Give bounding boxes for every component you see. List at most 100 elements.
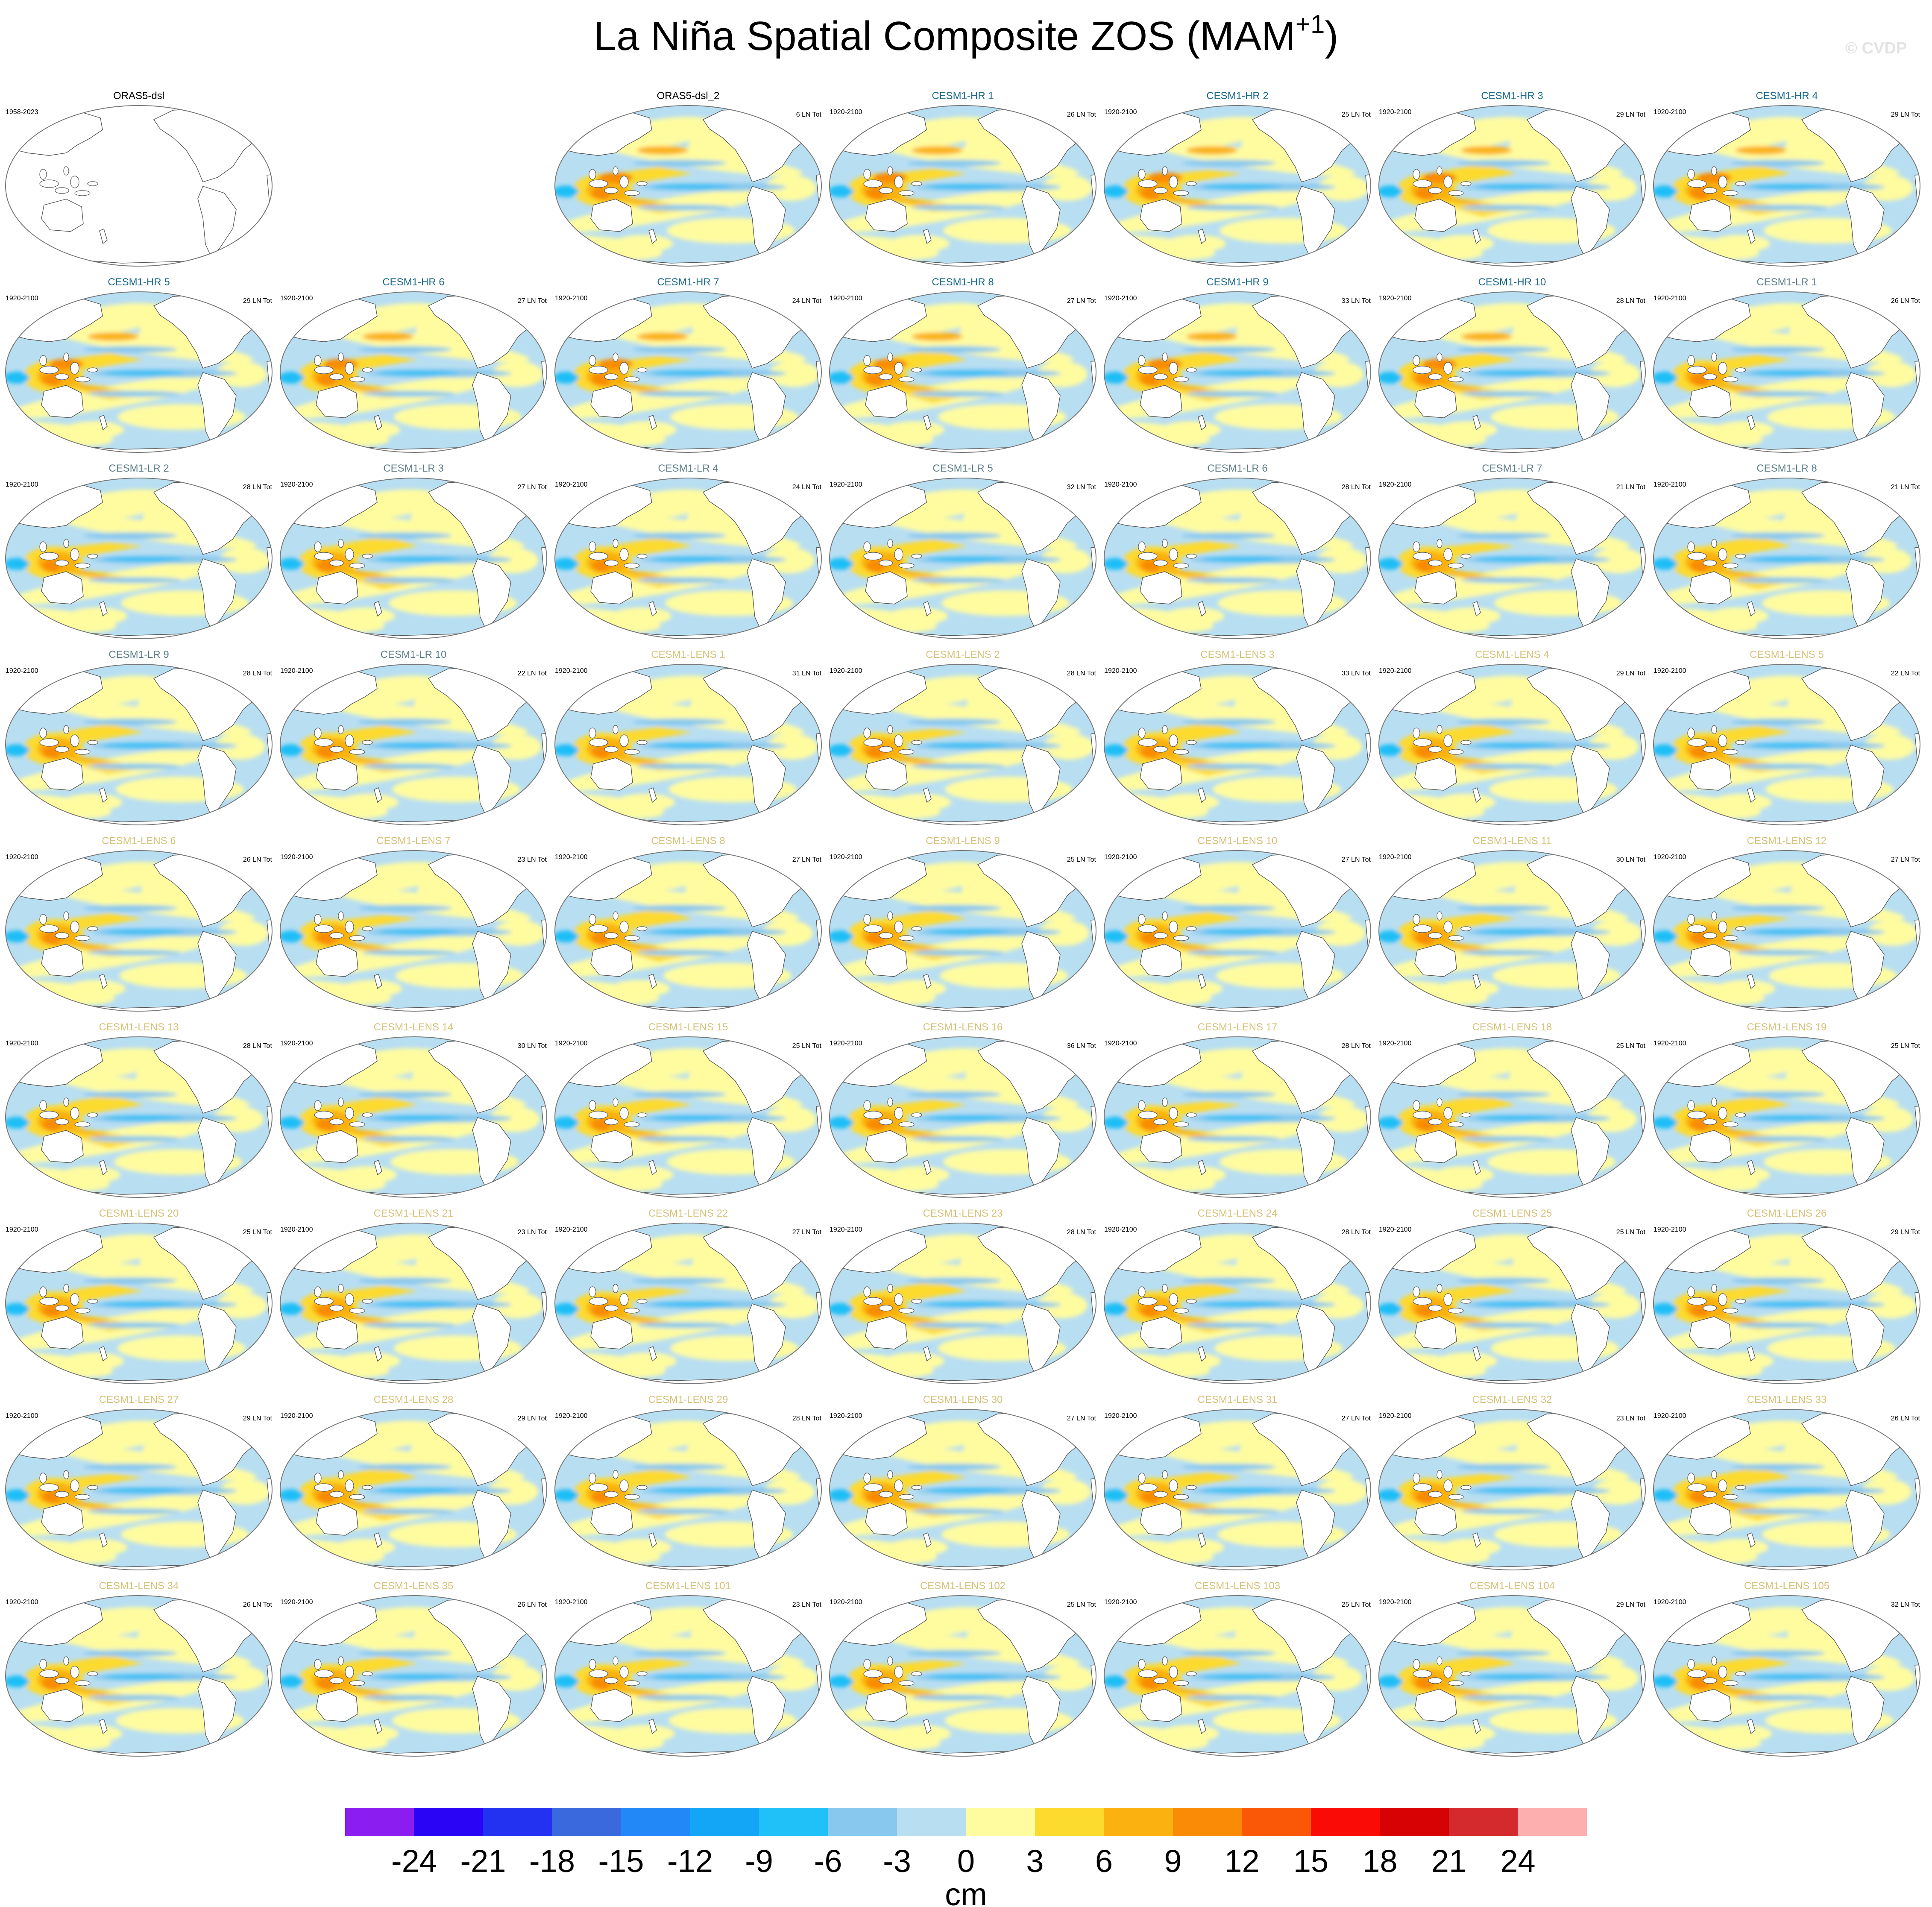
panel-period: 1920-2100	[1379, 854, 1412, 861]
panel-title: CESM1-LR 10	[381, 649, 447, 660]
panel-event-count: 26 LN Tot	[1891, 297, 1920, 305]
panel-title: CESM1-LENS 14	[374, 1021, 454, 1033]
map-panel: CESM1-LENS 102 1920-2100 25 LN Tot	[829, 1580, 1096, 1757]
panel-event-count: 28 LN Tot	[243, 1042, 273, 1050]
panel-title: CESM1-LENS 22	[648, 1208, 728, 1219]
colorbar-tick-label: -3	[883, 1843, 911, 1879]
panel-title: CESM1-HR 4	[1756, 90, 1818, 102]
map-panel: CESM1-HR 1 1920-2100 26 LN Tot	[829, 90, 1096, 267]
panel-title: CESM1-HR 8	[932, 276, 994, 288]
panel-title: CESM1-LENS 30	[923, 1394, 1003, 1405]
panel-period: 1920-2100	[1379, 1412, 1412, 1420]
panel-event-count: 26 LN Tot	[243, 1601, 273, 1608]
panel-event-count: 22 LN Tot	[1891, 670, 1920, 677]
panel-title: CESM1-LENS 5	[1750, 649, 1824, 660]
map-panel: CESM1-LENS 34 1920-2100 26 LN Tot	[5, 1580, 273, 1757]
panel-title: ORAS5-dsl_2	[657, 90, 720, 102]
panel-title: CESM1-HR 5	[108, 276, 170, 288]
panel-title: CESM1-LENS 32	[1472, 1394, 1552, 1405]
map-panel: CESM1-LR 4 1920-2100 24 LN Tot	[554, 463, 822, 639]
colorbar-tick-label: 12	[1224, 1843, 1259, 1879]
map-panel: CESM1-LENS 25 1920-2100 25 LN Tot	[1378, 1208, 1646, 1384]
panel-title: CESM1-LENS 2	[926, 649, 1000, 660]
colorbar-tick-label: -15	[598, 1843, 644, 1879]
colorbar-swatch	[966, 1808, 1035, 1836]
panel-period: 1920-2100	[830, 1226, 862, 1233]
colorbar-units: cm	[945, 1877, 987, 1907]
colorbar-swatch	[1035, 1808, 1104, 1836]
panel-title: CESM1-LENS 17	[1198, 1021, 1278, 1033]
panel-period: 1920-2100	[1379, 481, 1412, 488]
panel-period: 1920-2100	[1104, 854, 1137, 861]
panel-event-count: 28 LN Tot	[243, 484, 273, 491]
panel-period: 1920-2100	[6, 1599, 38, 1606]
panel-period: 1920-2100	[555, 1599, 588, 1606]
panel-period: 1920-2100	[1653, 1412, 1686, 1420]
panel-event-count: 27 LN Tot	[518, 297, 547, 305]
panel-title: CESM1-LENS 27	[99, 1394, 179, 1405]
map-panel: CESM1-LENS 26 1920-2100 29 LN Tot	[1653, 1208, 1920, 1384]
title-text: La Niña Spatial Composite ZOS (MAM	[593, 13, 1296, 59]
panel-event-count: 28 LN Tot	[1342, 484, 1371, 491]
map-panel: CESM1-LENS 22 1920-2100 27 LN Tot	[554, 1208, 822, 1384]
panel-period: 1920-2100	[830, 1599, 862, 1606]
panel-title: CESM1-LR 3	[383, 463, 443, 474]
panel-period: 1920-2100	[830, 854, 862, 861]
panel-period: 1920-2100	[830, 667, 862, 675]
panel-event-count: 25 LN Tot	[243, 1229, 273, 1236]
panel-period: 1920-2100	[1653, 854, 1686, 861]
panel-event-count: 21 LN Tot	[1616, 484, 1646, 491]
panel-title: CESM1-LENS 6	[102, 835, 176, 847]
panel-title: CESM1-LENS 11	[1473, 835, 1552, 847]
panel-event-count: 26 LN Tot	[1067, 111, 1096, 118]
colorbar-swatch	[1173, 1808, 1242, 1836]
panel-event-count: 29 LN Tot	[243, 1415, 273, 1422]
colorbar-swatch	[414, 1808, 484, 1836]
panel-event-count: 23 LN Tot	[792, 1601, 822, 1608]
panel-period: 1920-2100	[1104, 1226, 1137, 1233]
panel-period: 1920-2100	[555, 667, 588, 675]
panel-event-count: 25 LN Tot	[1342, 111, 1371, 118]
colorbar-tick-label: -18	[529, 1843, 575, 1879]
panel-title: CESM1-LENS 16	[923, 1021, 1003, 1033]
map-panel: CESM1-LENS 29 1920-2100 28 LN Tot	[554, 1394, 822, 1570]
panel-period: 1920-2100	[555, 1226, 588, 1233]
panel-period: 1920-2100	[280, 667, 313, 675]
panel-event-count: 32 LN Tot	[1067, 484, 1096, 491]
panel-period: 1920-2100	[830, 1040, 862, 1047]
map-panel: CESM1-LENS 23 1920-2100 28 LN Tot	[829, 1208, 1096, 1384]
panel-period: 1920-2100	[6, 854, 38, 861]
map-panel: CESM1-LENS 15 1920-2100 25 LN Tot	[554, 1021, 822, 1198]
panel-period: 1920-2100	[830, 109, 862, 116]
colorbar-swatch	[483, 1808, 552, 1836]
panel-period: 1920-2100	[1653, 295, 1686, 302]
panel-period: 1920-2100	[6, 295, 38, 302]
map-panel: CESM1-LENS 28 1920-2100 29 LN Tot	[280, 1394, 547, 1570]
panel-period: 1920-2100	[830, 481, 862, 488]
map-panel: ORAS5-dsl_2 6 LN Tot	[554, 90, 822, 267]
colorbar-swatch	[828, 1808, 897, 1836]
map-panel: CESM1-LENS 105 1920-2100 32 LN Tot	[1653, 1580, 1920, 1757]
map-panel: CESM1-HR 6 1920-2100 27 LN Tot	[280, 276, 547, 453]
panel-event-count: 21 LN Tot	[1891, 484, 1920, 491]
panel-event-count: 28 LN Tot	[792, 1415, 822, 1422]
panel-period: 1920-2100	[1653, 667, 1686, 675]
panel-period: 1920-2100	[555, 1412, 588, 1420]
colorbar-tick-label: 9	[1164, 1843, 1181, 1879]
map-panel: CESM1-LENS 6 1920-2100 26 LN Tot	[5, 835, 273, 1012]
colorbar-swatch	[1311, 1808, 1380, 1836]
panel-event-count: 28 LN Tot	[243, 670, 273, 677]
panel-period: 1920-2100	[555, 1040, 588, 1047]
panel-title: CESM1-LR 7	[1482, 463, 1542, 474]
panel-title: CESM1-LR 4	[658, 463, 718, 474]
map-panel: ORAS5-dsl 1958-2023	[5, 90, 273, 267]
map-panel: CESM1-LENS 30 1920-2100 27 LN Tot	[829, 1394, 1096, 1570]
map-panel: CESM1-LENS 10 1920-2100 27 LN Tot	[1104, 835, 1371, 1012]
panel-title: CESM1-LENS 7	[376, 835, 450, 847]
title-superscript: +1	[1295, 10, 1325, 38]
title-close: )	[1325, 13, 1339, 59]
panel-title: CESM1-LENS 21	[374, 1208, 454, 1219]
figure-title: La Niña Spatial Composite ZOS (MAM+1)	[0, 10, 1932, 60]
map-panel: CESM1-LENS 19 1920-2100 25 LN Tot	[1653, 1021, 1920, 1198]
panel-title: CESM1-LENS 29	[648, 1394, 728, 1405]
